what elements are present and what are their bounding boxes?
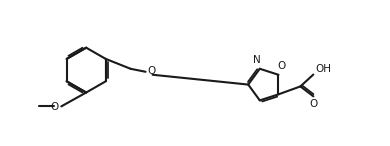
Text: OH: OH <box>316 64 332 74</box>
Text: O: O <box>50 102 58 112</box>
Text: O: O <box>147 66 156 76</box>
Text: O: O <box>309 99 317 109</box>
Text: O: O <box>277 61 285 71</box>
Text: N: N <box>253 55 261 65</box>
